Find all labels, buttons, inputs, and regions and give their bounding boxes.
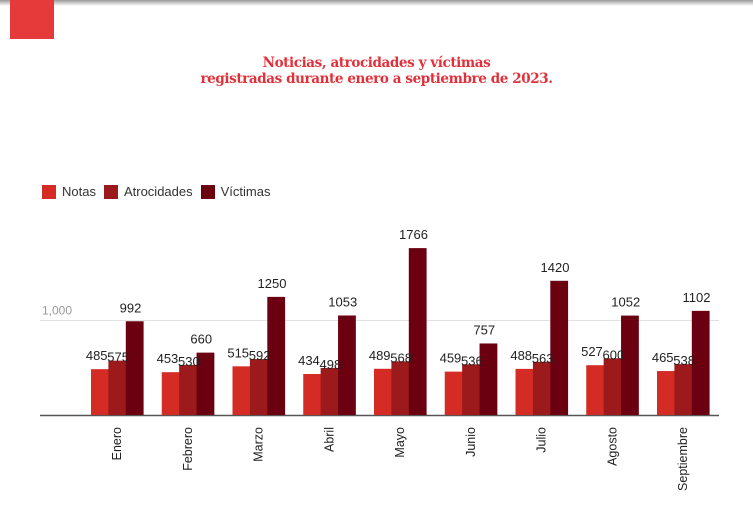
bar-víctimas-mayo: [408, 248, 427, 415]
category-label-junio: Junio: [464, 427, 478, 457]
data-label: 1052: [611, 295, 640, 310]
category-labels: Enero Febrero Marzo Abril Mayo Junio Julio Agos…: [110, 427, 690, 491]
bar-víctimas-enero: [125, 321, 144, 415]
data-label: 453: [157, 351, 179, 366]
data-label: 1766: [399, 227, 428, 242]
chart-title: Noticias, atrocidades y víctimas registr…: [0, 55, 753, 87]
bar-notas-marzo: [232, 366, 251, 415]
bar-víctimas-febrero: [196, 352, 215, 415]
title-line-2: registradas durante enero a septiembre d…: [200, 71, 553, 87]
data-label: 1250: [258, 276, 287, 291]
bar-víctimas-julio: [550, 280, 569, 415]
category-label-marzo: Marzo: [252, 427, 266, 462]
data-label: 660: [190, 332, 212, 347]
legend-item-notas: Notas: [42, 184, 96, 199]
bar-víctimas-junio: [479, 343, 498, 415]
bar-atrocidades-julio: [532, 361, 551, 415]
bar-víctimas-agosto: [621, 315, 639, 415]
category-label-febrero: Febrero: [181, 427, 195, 471]
data-label: 600: [602, 347, 624, 362]
bar-notas-febrero: [161, 372, 180, 415]
legend-label-atrocidades: Atrocidades: [123, 184, 193, 199]
data-label: 592: [249, 348, 271, 363]
category-label-agosto: Agosto: [605, 427, 619, 466]
data-label: 992: [120, 300, 142, 315]
data-label: 530: [178, 354, 200, 369]
legend-item-atrocidades: Atrocidades: [103, 184, 193, 199]
bar-atrocidades-septiembre: [674, 364, 693, 415]
title-line-1: Noticias, atrocidades y víctimas: [262, 55, 491, 71]
bar-notas-abril: [303, 373, 322, 415]
data-label: 536: [461, 353, 483, 368]
bar-atrocidades-marzo: [249, 359, 268, 415]
y-tick-label: 1,000: [42, 304, 72, 318]
bar-víctimas-abril: [338, 315, 356, 415]
bar-víctimas-septiembre: [691, 310, 710, 415]
gridlines: 1,000: [40, 304, 719, 417]
data-label: 563: [532, 351, 554, 366]
category-label-septiembre: Septiembre: [676, 427, 690, 491]
bar-notas-julio: [515, 368, 534, 415]
legend: Notas Atrocidades Víctimas: [42, 184, 278, 199]
bar-notas-mayo: [374, 368, 392, 415]
data-label: 575: [107, 350, 129, 365]
bar-atrocidades-abril: [320, 367, 339, 415]
data-label: 465: [652, 350, 674, 365]
bar-atrocidades-febrero: [179, 364, 197, 415]
category-label-abril: Abril: [322, 427, 336, 452]
bar-atrocidades-mayo: [391, 361, 410, 415]
legend-swatch-notas: [42, 184, 56, 199]
bar-atrocidades-enero: [108, 360, 127, 415]
data-label: 434: [298, 353, 320, 368]
bar-víctimas-marzo: [267, 296, 286, 415]
data-label: 498: [319, 357, 341, 372]
data-labels: 485 575 992 453 530 660 515 592 1250 434 498 1053 48…: [86, 227, 711, 372]
bar-atrocidades-junio: [462, 364, 480, 415]
data-label: 515: [227, 345, 249, 360]
bar-notas-enero: [91, 369, 109, 415]
data-label: 489: [369, 348, 391, 363]
legend-swatch-atrocidades: [103, 184, 118, 199]
brand-accent-block: [10, 0, 54, 39]
legend-item-victimas: Víctimas: [200, 184, 271, 199]
data-label: 459: [440, 351, 462, 366]
data-label: 538: [673, 353, 695, 368]
category-label-julio: Julio: [535, 427, 549, 453]
legend-label-notas: Notas: [62, 184, 96, 199]
data-label: 1053: [328, 294, 357, 309]
bar-notas-agosto: [586, 365, 605, 415]
bars: [91, 248, 710, 415]
data-label: 1102: [683, 290, 711, 305]
data-label: 488: [510, 348, 532, 363]
legend-swatch-victimas: [200, 184, 215, 199]
legend-label-victimas: Víctimas: [220, 184, 271, 199]
data-label: 485: [86, 348, 108, 363]
bar-atrocidades-agosto: [603, 358, 622, 415]
top-shadow: [0, 0, 753, 6]
data-label: 757: [473, 322, 495, 337]
data-label: 1420: [541, 260, 570, 275]
category-label-enero: Enero: [110, 427, 124, 460]
data-label: 527: [581, 344, 603, 359]
bar-notas-junio: [444, 371, 463, 415]
data-label: 568: [390, 350, 412, 365]
bar-notas-septiembre: [657, 371, 675, 415]
category-label-mayo: Mayo: [393, 427, 407, 458]
